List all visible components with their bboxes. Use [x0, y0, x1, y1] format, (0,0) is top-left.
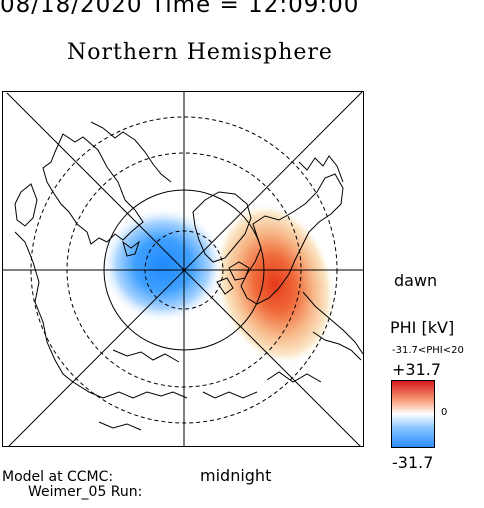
- colorbar-title: PHI [kV]: [390, 318, 455, 337]
- meridian-lines: [3, 92, 363, 446]
- colorbar: [391, 380, 435, 448]
- header-date-time: 08/18/2020 Time = 12:09:00: [0, 0, 360, 18]
- negative-potential-cell: [101, 207, 225, 323]
- polar-map: [2, 91, 364, 447]
- colorbar-min-label: -31.7: [392, 453, 434, 472]
- map-title: Northern Hemisphere: [67, 40, 333, 65]
- colorbar-range: -31.7<PHI<20: [392, 345, 464, 356]
- dawn-label: dawn: [394, 271, 438, 290]
- credit-model-label: Model at CCMC:: [2, 469, 114, 485]
- polar-map-svg: [3, 92, 363, 446]
- coastlines: [14, 121, 363, 431]
- credit-run-label: Weimer_05 Run:: [28, 484, 143, 500]
- midnight-label: midnight: [200, 466, 272, 485]
- colorbar-zero-label: 0: [441, 407, 448, 418]
- positive-potential-cell: [215, 203, 335, 365]
- colorbar-max-label: +31.7: [392, 360, 442, 379]
